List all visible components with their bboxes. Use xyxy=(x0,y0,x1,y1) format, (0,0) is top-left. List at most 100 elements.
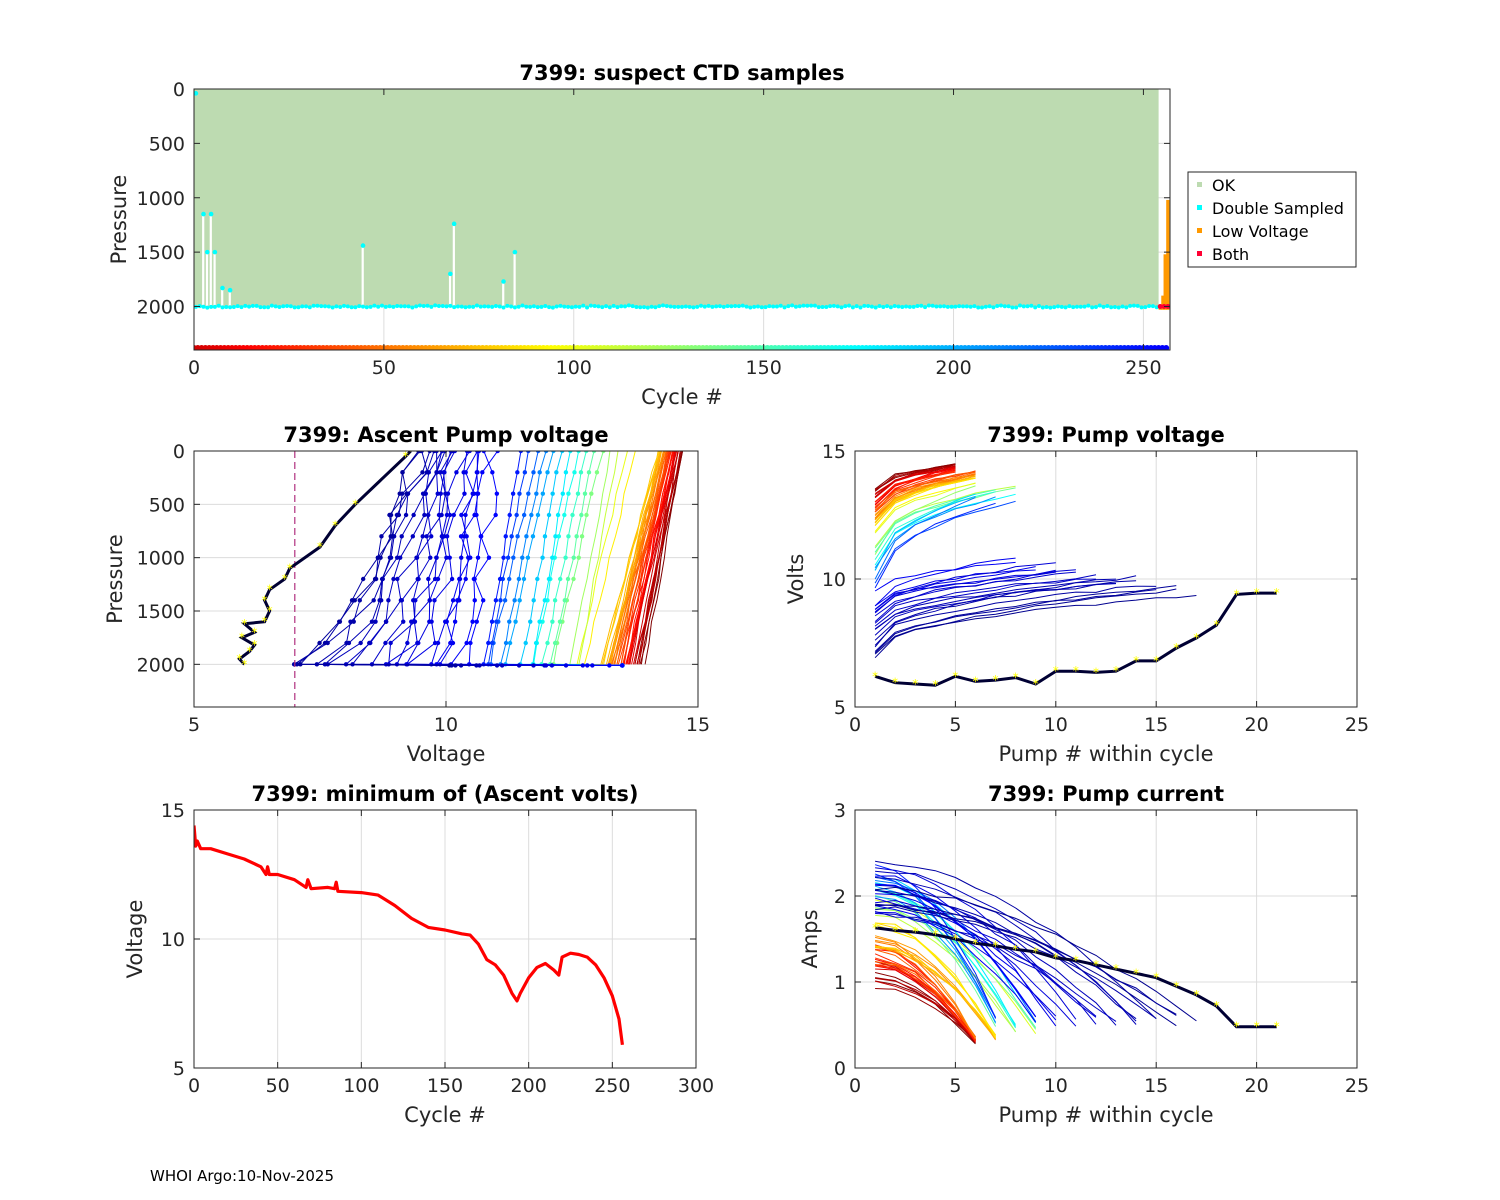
profile-point xyxy=(507,640,513,646)
profile-point xyxy=(589,491,594,496)
double-sampled-point xyxy=(410,305,415,310)
double-sampled-point xyxy=(752,304,757,309)
shallow-profile-gap xyxy=(213,252,216,307)
last-profile-marker: * xyxy=(251,638,257,652)
profile-point xyxy=(403,512,409,518)
last-cycle-marker: * xyxy=(1053,951,1059,965)
double-sampled-point xyxy=(1017,303,1022,308)
profile-line xyxy=(553,451,623,666)
profile-point xyxy=(523,640,528,646)
pump-current-line xyxy=(875,903,1177,1016)
x-tick-label: 200 xyxy=(935,357,971,379)
last-cycle-marker: * xyxy=(872,669,878,683)
profile-point xyxy=(498,598,503,603)
axes-minv: 0 50 100 150 200 250 300 5 10 15 7399: minimum of … xyxy=(123,782,714,1127)
double-sampled-point xyxy=(786,304,791,309)
double-sampled-point xyxy=(220,305,225,310)
pump-current-line xyxy=(875,875,1057,1027)
legend-box xyxy=(1187,171,1357,268)
profile-point xyxy=(584,512,589,518)
double-sampled-point xyxy=(528,304,533,309)
profile-point xyxy=(531,470,536,475)
double-sampled-point xyxy=(698,303,703,308)
profile-point xyxy=(526,451,531,454)
profile-point xyxy=(424,534,429,539)
profile-point xyxy=(533,640,539,646)
profile-point xyxy=(360,576,366,582)
profile-point xyxy=(447,663,452,668)
profile-point xyxy=(579,534,585,539)
double-sampled-point xyxy=(805,303,810,308)
last-cycle-marker: * xyxy=(872,921,878,935)
last-cycle-marker: * xyxy=(1153,654,1159,668)
legend-marker xyxy=(1197,205,1202,210)
profile-point xyxy=(514,512,519,518)
profile-point xyxy=(388,534,393,539)
profile-point xyxy=(468,640,473,646)
pump-voltage-line xyxy=(874,578,1097,627)
double-sampled-point xyxy=(395,303,400,308)
pump-voltage-line xyxy=(874,571,1076,617)
double-sampled-point xyxy=(512,305,517,310)
double-sampled-point xyxy=(1135,303,1140,308)
profile-point xyxy=(431,451,437,454)
double-sampled-point xyxy=(1143,305,1148,310)
plot-content xyxy=(194,810,696,1068)
pump-voltage-line xyxy=(874,470,956,503)
profile-line xyxy=(487,451,623,666)
profile-point xyxy=(439,512,444,518)
pump-voltage-line xyxy=(874,571,1056,613)
axes-box xyxy=(193,88,1171,351)
profile-point xyxy=(566,491,571,496)
double-sampled-point xyxy=(585,305,590,310)
double-sampled-point xyxy=(1082,304,1087,309)
profile-point xyxy=(525,555,531,560)
profile-point xyxy=(494,619,499,624)
double-sampled-point xyxy=(539,304,544,309)
profile-point xyxy=(563,663,569,668)
pump-voltage-line xyxy=(874,585,1177,654)
double-sampled-point xyxy=(714,304,719,309)
profile-point xyxy=(412,619,418,624)
double-sampled-point xyxy=(471,304,476,309)
profile-point xyxy=(459,512,464,518)
profile-line xyxy=(315,451,462,666)
pump-current-line xyxy=(874,953,976,1042)
double-sampled-point xyxy=(721,304,726,309)
pump-voltage-line xyxy=(874,475,976,515)
profile-point xyxy=(399,534,404,539)
pump-current-line xyxy=(875,877,1137,1022)
profile-point xyxy=(294,662,300,667)
double-sampled-point xyxy=(923,305,928,310)
double-sampled-point xyxy=(338,305,343,310)
profile-point xyxy=(515,534,520,539)
legend-entry: OK xyxy=(1212,176,1236,195)
double-sampled-point xyxy=(201,304,206,309)
x-tick-label: 0 xyxy=(188,1075,200,1097)
last-cycle-marker: * xyxy=(912,677,918,691)
x-tick-label: 0 xyxy=(188,357,200,379)
double-sampled-point xyxy=(702,304,707,309)
last-profile-marker: * xyxy=(251,625,257,639)
double-sampled-point xyxy=(972,304,977,309)
double-sampled-point xyxy=(968,304,973,309)
pump-current-line xyxy=(875,907,1037,1030)
double-sampled-point xyxy=(357,304,362,309)
profile-point xyxy=(607,663,612,668)
double-sampled-point xyxy=(406,304,411,309)
profile-point xyxy=(415,576,420,582)
double-sampled-point xyxy=(448,271,453,277)
y-tick-label: 5 xyxy=(173,1058,185,1080)
y-tick-label: 2000 xyxy=(137,654,185,676)
y-axis-label: Volts xyxy=(784,554,808,605)
profile-point xyxy=(572,470,577,475)
profile-point xyxy=(507,619,512,624)
pump-current-line xyxy=(874,980,976,1041)
double-sampled-point xyxy=(269,303,274,308)
profile-line xyxy=(609,451,662,665)
profile-point xyxy=(317,640,322,646)
profile-point xyxy=(420,534,425,539)
last-cycle-marker: * xyxy=(1274,586,1280,600)
double-sampled-point xyxy=(919,303,924,308)
profile-point xyxy=(388,640,393,646)
